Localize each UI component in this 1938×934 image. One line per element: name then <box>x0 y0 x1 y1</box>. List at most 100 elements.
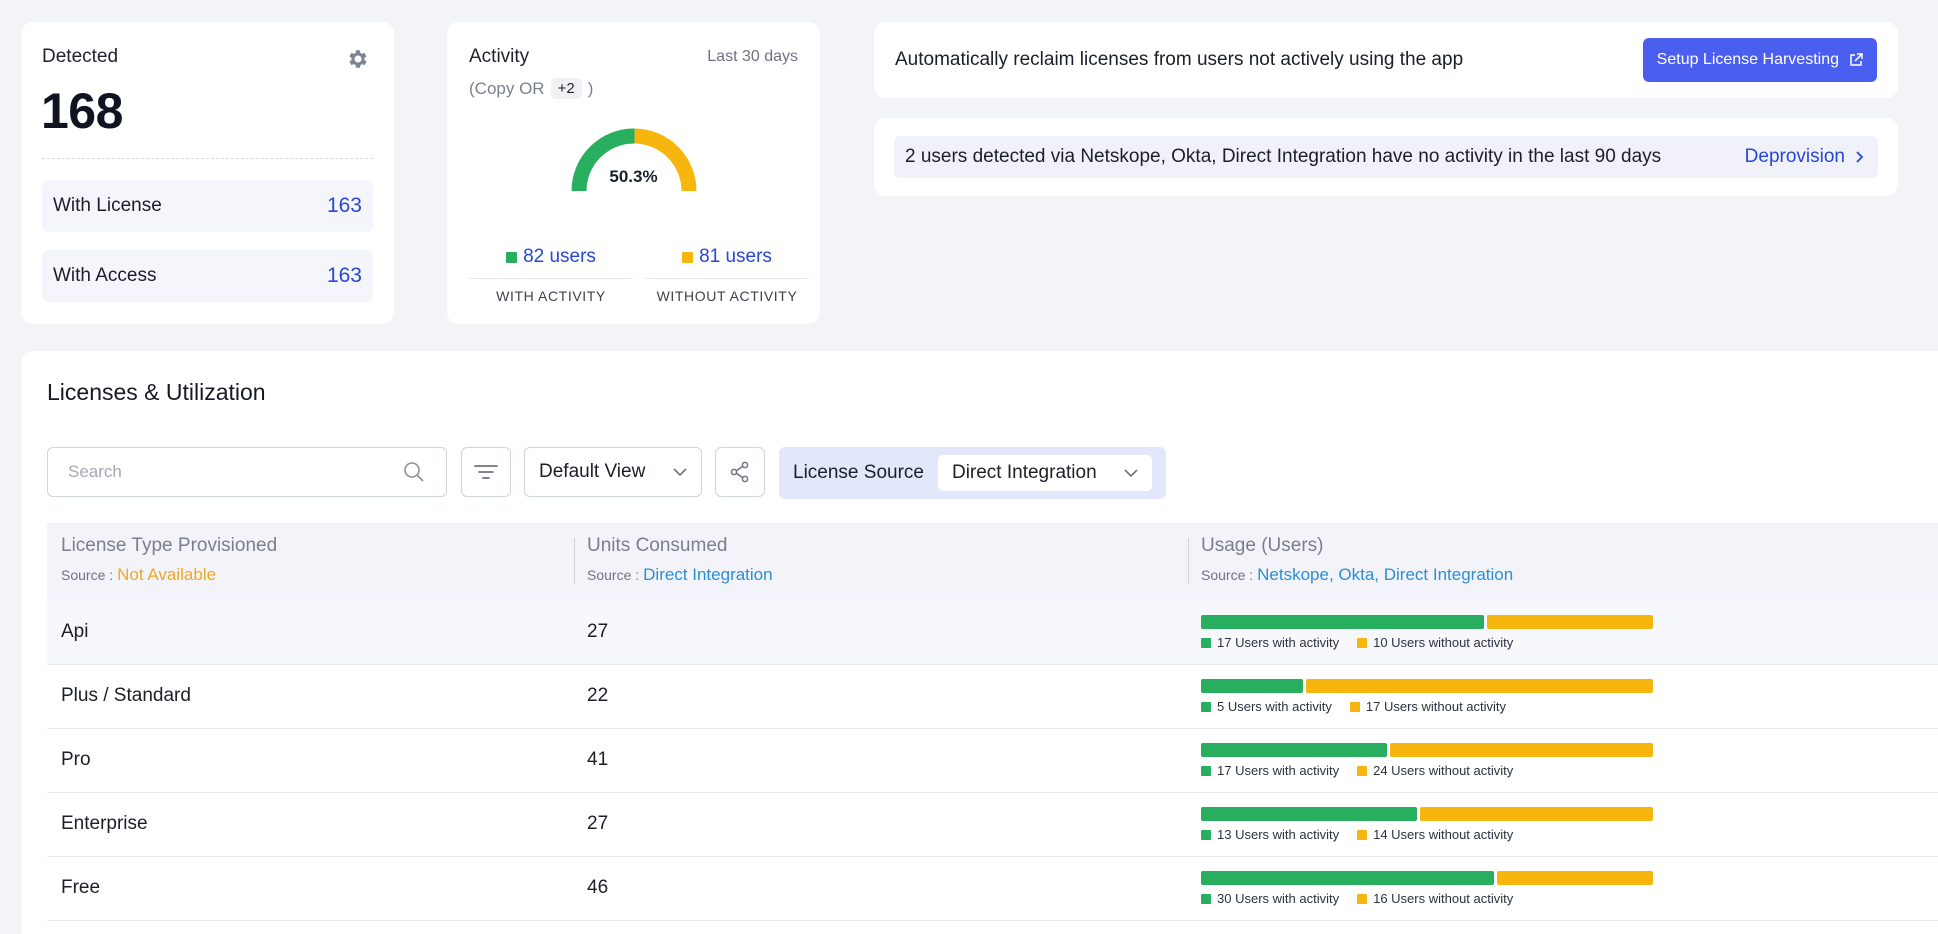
column-source: Source : Netskope, Okta, Direct Integrati… <box>1201 565 1513 585</box>
usage-bar[interactable] <box>1201 679 1653 693</box>
units-consumed: 27 <box>587 813 609 834</box>
usage-legend: 30 Users with activity 16 Users without a… <box>1201 891 1513 906</box>
usage-bar-with-activity <box>1201 679 1303 693</box>
deprovision-link[interactable]: Deprovision <box>1745 146 1864 168</box>
table-row[interactable]: Plus / Standard 22 5 Users with activity 17… <box>47 665 1938 729</box>
chevron-down-icon <box>673 467 687 476</box>
usage-bar[interactable] <box>1201 871 1653 885</box>
section-title: Licenses & Utilization <box>47 379 266 405</box>
without-activity-count: 81 users <box>699 246 772 267</box>
search-box[interactable] <box>47 447 447 497</box>
with-license-row: With License 163 <box>42 180 373 232</box>
detected-card: Detected 168 With License 163 With Acces… <box>21 22 394 324</box>
usage-legend: 17 Users with activity 24 Users without a… <box>1201 763 1513 778</box>
column-units-consumed[interactable]: Units Consumed Source : Direct Integratio… <box>587 535 773 585</box>
with-access-value[interactable]: 163 <box>326 264 362 287</box>
green-legend-square <box>1201 765 1211 776</box>
green-legend-square <box>1201 637 1211 648</box>
gauge-with-segment <box>571 128 635 192</box>
activity-apps-prefix: (Copy OR <box>469 78 545 98</box>
with-activity-legend: 5 Users with activity <box>1217 699 1332 714</box>
table-row[interactable]: Api 27 17 Users with activity 10 Users with… <box>47 601 1938 665</box>
column-divider <box>574 538 575 584</box>
view-select[interactable]: Default View <box>524 447 702 497</box>
gear-icon[interactable] <box>346 47 370 71</box>
license-type: Pro <box>61 749 91 770</box>
deprovision-banner: 2 users detected via Netskope, Okta, Dir… <box>874 118 1898 196</box>
activity-title: Activity <box>469 46 530 67</box>
deprovision-message: 2 users detected via Netskope, Okta, Dir… <box>905 146 1662 167</box>
divider <box>42 158 373 159</box>
yellow-legend-square <box>1357 893 1368 904</box>
gauge-percent: 50.3% <box>609 167 658 186</box>
column-source-label: Source : <box>61 567 114 583</box>
usage-bar-with-activity <box>1201 615 1484 629</box>
column-divider <box>1188 538 1189 584</box>
deprovision-inner: 2 users detected via Netskope, Okta, Dir… <box>894 136 1878 178</box>
table-header: License Type Provisioned Source : Not Ava… <box>47 523 1938 601</box>
usage-bar[interactable] <box>1201 743 1653 757</box>
column-header-label: Units Consumed <box>587 535 728 556</box>
green-legend-square <box>1201 893 1211 904</box>
license-source-filter: License Source Direct Integration <box>779 447 1166 499</box>
usage-bar[interactable] <box>1201 615 1653 629</box>
view-select-value: Default View <box>539 461 646 482</box>
with-license-value[interactable]: 163 <box>326 194 362 217</box>
table-row[interactable]: Enterprise 27 13 Users with activity 14 Use… <box>47 793 1938 857</box>
table-row[interactable]: Free 46 30 Users with activity 16 Users wit… <box>47 857 1938 921</box>
column-license-type[interactable]: License Type Provisioned Source : Not Ava… <box>61 535 277 585</box>
with-access-row: With Access 163 <box>42 250 373 302</box>
without-activity-users[interactable]: 81 users <box>645 244 809 270</box>
column-source: Source : Not Available <box>61 565 277 585</box>
search-icon[interactable] <box>402 460 426 484</box>
filter-button[interactable] <box>461 447 511 497</box>
usage-legend: 13 Users with activity 14 Users without a… <box>1201 827 1513 842</box>
setup-license-harvesting-button[interactable]: Setup License Harvesting <box>1642 38 1877 82</box>
usage-legend: 17 Users with activity 10 Users without a… <box>1201 635 1513 650</box>
column-header-label: License Type Provisioned <box>61 535 278 556</box>
usage-bar-with-activity <box>1201 871 1494 885</box>
more-apps-pill[interactable]: +2 <box>550 78 582 99</box>
share-button[interactable] <box>715 447 765 497</box>
column-source-value: Direct Integration <box>643 565 773 584</box>
with-access-label: With Access <box>53 265 157 286</box>
activity-apps-suffix: ) <box>587 78 594 98</box>
column-source-value: Not Available <box>117 565 217 584</box>
units-consumed: 27 <box>587 621 609 642</box>
with-activity-legend: 17 Users with activity <box>1217 635 1340 650</box>
with-activity-label: WITH ACTIVITY <box>496 288 606 304</box>
without-activity-legend: 17 Users without activity <box>1365 699 1507 714</box>
with-activity-users[interactable]: 82 users <box>469 244 633 270</box>
usage-bar[interactable] <box>1201 807 1653 821</box>
units-consumed: 41 <box>587 749 609 770</box>
licenses-utilization-section: Licenses & Utilization Default View Lice… <box>21 351 1938 934</box>
search-input[interactable] <box>68 462 402 482</box>
column-source-label: Source : <box>1201 567 1254 583</box>
divider <box>645 278 809 279</box>
without-activity-legend: 10 Users without activity <box>1373 635 1514 650</box>
external-link-icon <box>1850 53 1863 66</box>
gauge-without-segment <box>634 128 697 192</box>
filter-icon <box>474 465 498 479</box>
column-header-label: Usage (Users) <box>1201 535 1324 556</box>
without-activity-legend: 14 Users without activity <box>1373 827 1514 842</box>
usage-bar-without-activity <box>1487 615 1653 629</box>
with-activity-stat: 82 users WITH ACTIVITY <box>469 244 633 304</box>
column-source-label: Source : <box>587 567 640 583</box>
license-type: Free <box>61 877 101 898</box>
license-source-value: Direct Integration <box>951 462 1097 483</box>
license-source-select[interactable]: Direct Integration <box>937 455 1152 491</box>
column-usage-users[interactable]: Usage (Users) Source : Netskope, Okta, Di… <box>1201 535 1513 585</box>
column-source: Source : Direct Integration <box>587 565 773 585</box>
with-activity-count: 82 users <box>523 246 596 267</box>
harvest-message: Automatically reclaim licenses from user… <box>895 49 1464 70</box>
usage-legend: 5 Users with activity 17 Users without ac… <box>1201 699 1506 714</box>
yellow-legend-square <box>682 251 694 263</box>
yellow-legend-square <box>1349 701 1360 712</box>
with-activity-legend: 30 Users with activity <box>1217 891 1340 906</box>
without-activity-legend: 16 Users without activity <box>1373 891 1514 906</box>
usage-bar-with-activity <box>1201 807 1417 821</box>
activity-card: Activity Last 30 days (Copy OR +2 ) 50.3… <box>447 22 820 324</box>
table-row[interactable]: Pro 41 17 Users with activity 24 Users with… <box>47 729 1938 793</box>
usage-bar-without-activity <box>1420 807 1653 821</box>
